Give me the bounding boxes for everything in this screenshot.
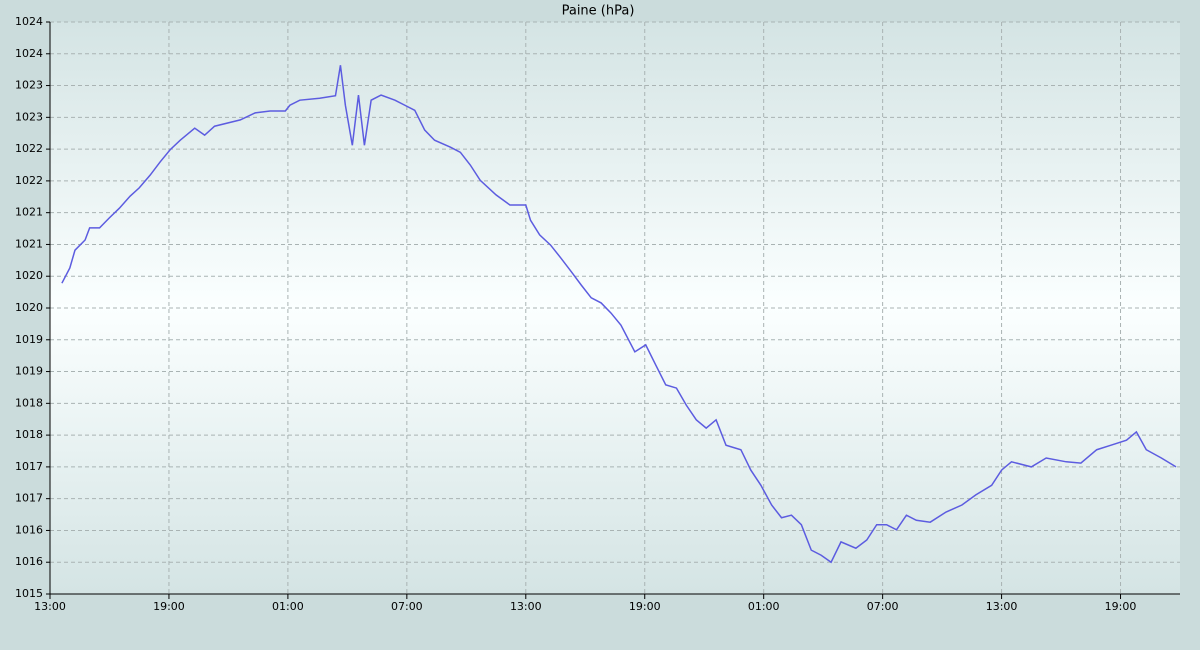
x-tick-label: 19:00 <box>629 600 661 613</box>
y-tick-label: 1020 <box>15 269 43 282</box>
x-tick-label: 07:00 <box>391 600 423 613</box>
chart-title: Paine (hPa) <box>562 4 635 19</box>
y-tick-label: 1018 <box>15 428 43 441</box>
y-tick-label: 1024 <box>15 15 43 28</box>
y-tick-label: 1022 <box>15 142 43 155</box>
y-tick-label: 1023 <box>15 110 43 123</box>
y-tick-label: 1019 <box>15 333 43 346</box>
y-tick-label: 1016 <box>15 523 43 536</box>
x-tick-label: 01:00 <box>272 600 304 613</box>
data-line <box>61 65 1177 564</box>
y-tick-label: 1016 <box>15 555 43 568</box>
y-tick-label: 1015 <box>15 587 43 600</box>
y-tick-label: 1021 <box>15 206 43 219</box>
y-tick-label: 1021 <box>15 237 43 250</box>
y-tick-label: 1018 <box>15 396 43 409</box>
x-tick-label: 13:00 <box>510 600 542 613</box>
y-tick-label: 1022 <box>15 174 43 187</box>
y-tick-label: 1020 <box>15 301 43 314</box>
x-tick-label: 19:00 <box>153 600 185 613</box>
y-tick-label: 1019 <box>15 365 43 378</box>
y-tick-label: 1017 <box>15 460 43 473</box>
y-tick-label: 1023 <box>15 79 43 92</box>
x-tick-label: 13:00 <box>34 600 66 613</box>
x-tick-label: 07:00 <box>867 600 899 613</box>
y-tick-label: 1024 <box>15 47 43 60</box>
y-tick-label: 1017 <box>15 492 43 505</box>
x-tick-label: 19:00 <box>1105 600 1137 613</box>
x-tick-label: 01:00 <box>748 600 780 613</box>
x-tick-label: 13:00 <box>986 600 1018 613</box>
